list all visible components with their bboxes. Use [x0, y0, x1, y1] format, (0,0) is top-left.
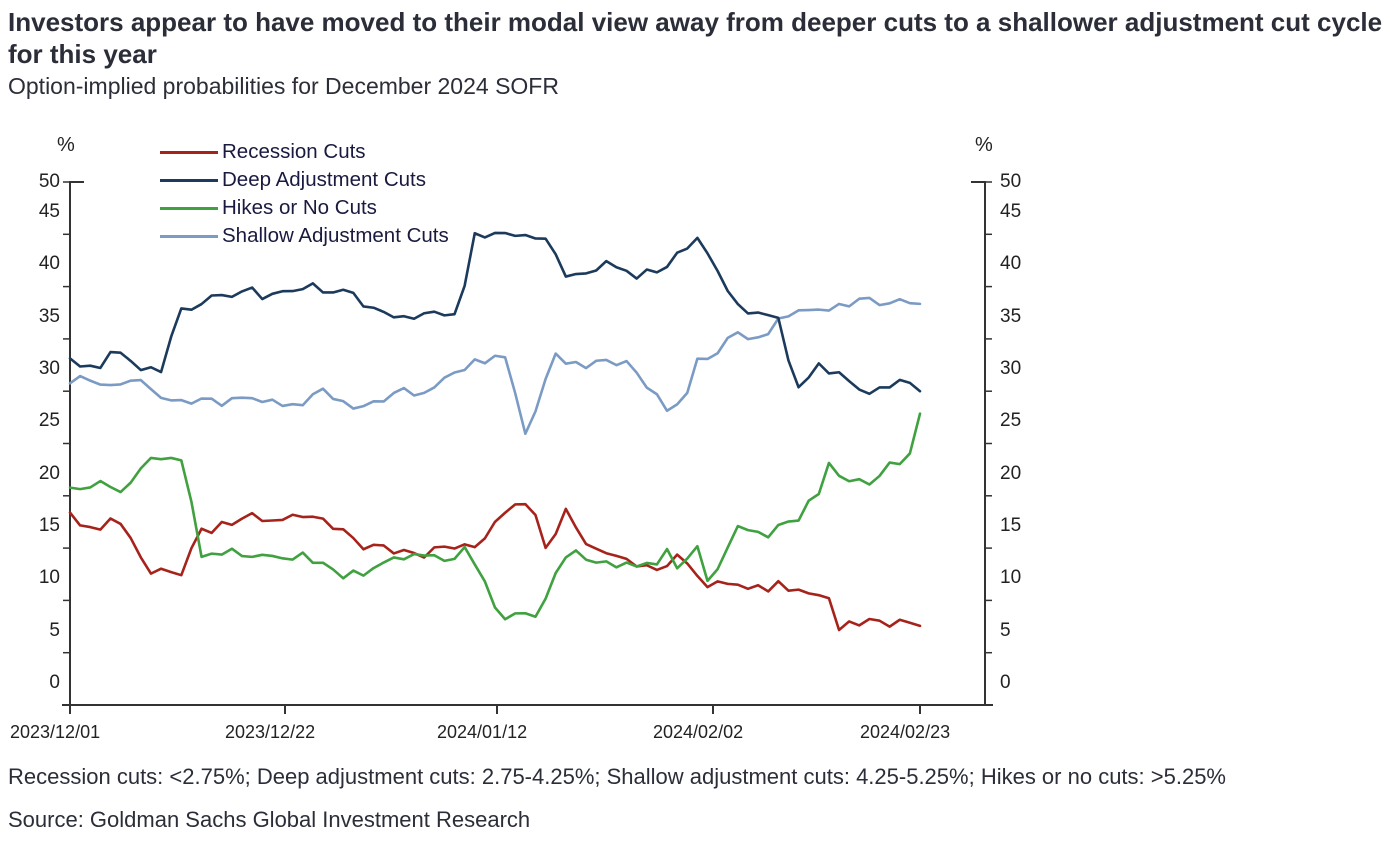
svg-text:%: % [975, 134, 993, 156]
svg-text:%: % [57, 134, 75, 156]
